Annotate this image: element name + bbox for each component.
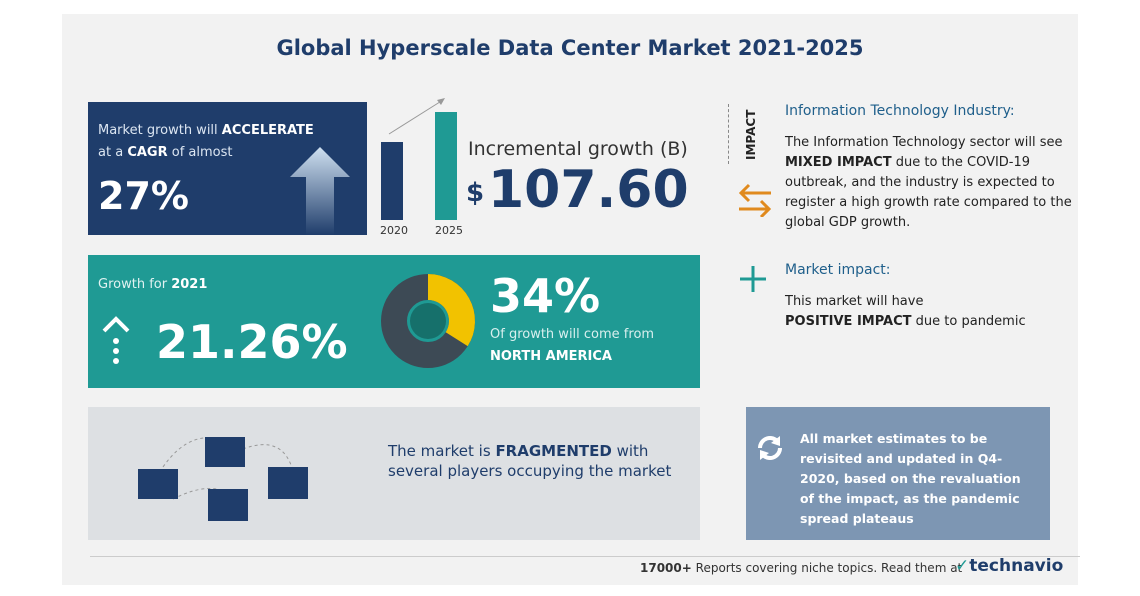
footer-line [90,556,1080,557]
buildings-icon [138,437,308,521]
text: Reports covering niche topics. Read them… [695,561,963,575]
text: due to the COVID-19 outbreak, and the in… [785,155,1072,230]
market-text: The market is FRAGMENTED with several pl… [388,441,688,481]
text: with several players occupying the marke… [388,442,672,480]
currency: $ [466,178,485,208]
donut-center [410,303,446,339]
note-box: All market estimates to be revisited and… [746,407,1050,540]
donut-share [427,274,475,347]
text: This market will have [785,294,924,309]
text: technavio [969,556,1064,576]
up-icon [102,316,130,364]
swap-icon [738,183,772,217]
text: 17000+ [640,561,692,575]
cagr-box: Market growth will ACCELERATE at a CAGR … [88,102,367,235]
text: MIXED IMPACT [785,155,892,170]
incremental-label: Incremental growth (B) [468,138,688,160]
text: The market is [388,442,491,460]
share-label: 34% [490,269,601,323]
text: The Information Technology sector will s… [785,135,1063,150]
market-box: The market is FRAGMENTED with several pl… [88,407,700,540]
title: Global Hyperscale Data Center Market 202… [276,36,864,60]
industry-text: The Information Technology sector will s… [785,133,1075,233]
growth-bars [381,98,457,220]
text: at a [98,145,124,160]
incremental-value: 107.60 [488,160,689,220]
impact-heading: IMPACT [744,109,758,160]
market-impact-title: Market impact: [785,262,891,278]
text: CAGR [127,145,168,160]
divider [728,104,731,164]
text: ACCELERATE [221,123,314,138]
region-text: Of growth will come from [490,327,655,342]
plus-icon [740,266,766,292]
text: POSITIVE IMPACT [785,314,912,329]
footer-text: 17000+ Reports covering niche topics. Re… [640,561,962,575]
growth-label: Growth for 2021 [98,277,207,292]
growth-value: 21.26% [156,315,348,369]
donut [381,274,475,368]
region-name: NORTH AMERICA [490,349,612,364]
text: FRAGMENTED [495,442,612,460]
trend-arrow [388,99,444,135]
year-label: 2020 [380,224,408,237]
text: 2021 [171,277,208,292]
cagr-text: Market growth will ACCELERATE at a CAGR … [98,120,348,164]
arrow-head [437,98,445,105]
bar-2025 [435,112,457,220]
brand: ✓technavio [955,556,1064,576]
text: Growth for [98,277,168,292]
note-text: All market estimates to be revisited and… [800,431,1021,526]
growth-box: Growth for 2021 21.26% 34% Of growth wil… [88,255,700,388]
year-label: 2025 [435,224,463,237]
market-impact-text: This market will have POSITIVE IMPACT due… [785,292,1065,332]
industry-title: Information Technology Industry: [785,103,1015,119]
cagr-value: 27% [98,174,189,218]
up-arrow [290,147,350,235]
refresh-icon [758,436,782,460]
text: of almost [171,145,233,160]
text: due to pandemic [915,314,1026,329]
bar-2020 [381,142,403,220]
text: Market growth will [98,123,218,138]
